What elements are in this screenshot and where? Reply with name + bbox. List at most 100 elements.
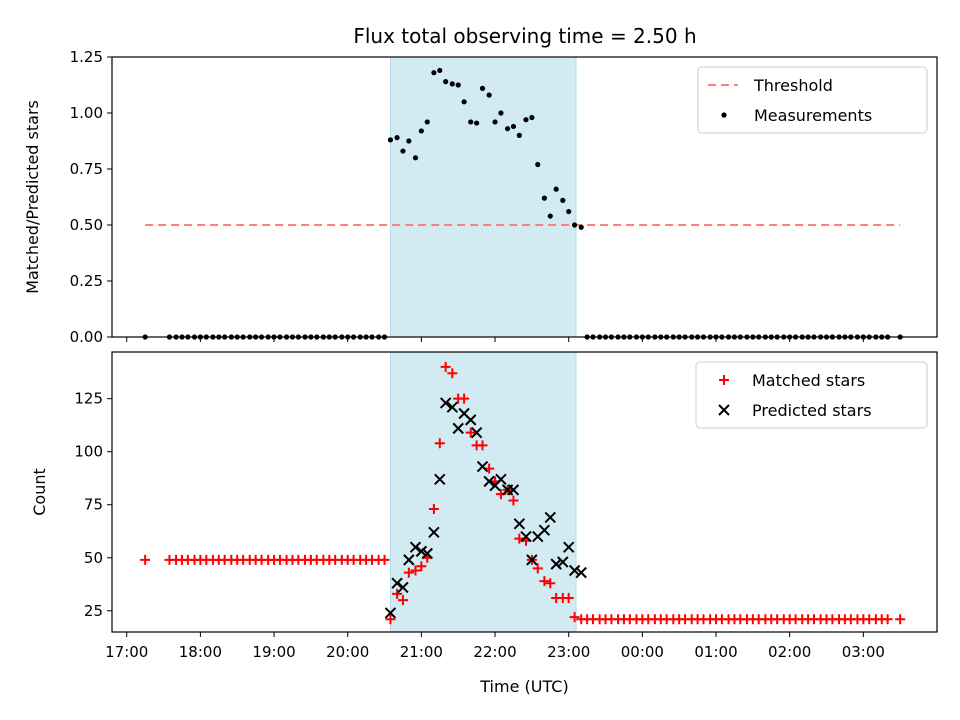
y-tick-label: 0.75: [70, 160, 103, 178]
x-tick-label: 01:00: [694, 643, 737, 661]
data-point: [434, 473, 446, 485]
data-point: [455, 82, 461, 88]
x-axis-label: Time (UTC): [479, 677, 568, 696]
x-tick-label: 23:00: [547, 643, 590, 661]
data-point: [459, 393, 470, 404]
legend-label: Matched stars: [752, 371, 865, 390]
data-point: [568, 564, 581, 577]
data-point: [421, 547, 433, 560]
data-point: [474, 120, 480, 126]
data-point: [504, 126, 511, 132]
data-point: [571, 222, 578, 228]
y-tick-label: 0.00: [70, 328, 103, 346]
data-point: [513, 518, 526, 530]
y-tick-label: 50: [84, 549, 103, 567]
top-panel: 0.00 0.25 0.50 0.75 1.00 1.25 Matched/Predicte…: [23, 48, 938, 346]
data-point: [507, 484, 520, 496]
data-point: [476, 460, 489, 473]
axes-frame: [111, 351, 938, 633]
data-point: [529, 114, 535, 121]
data-point: [431, 70, 437, 76]
axes-frame: [111, 56, 938, 338]
y-tick-label: 1.00: [70, 104, 103, 122]
data-point: [538, 524, 551, 536]
data-point: [465, 427, 476, 438]
legend-label: Measurements: [754, 106, 872, 125]
x-tick-label: 22:00: [473, 643, 516, 661]
y-tick-label: 75: [84, 496, 103, 514]
x-tick-label: 19:00: [252, 643, 295, 661]
data-point: [446, 401, 459, 413]
x-tick-label: 03:00: [842, 643, 885, 661]
data-point: [397, 595, 408, 606]
data-point: [443, 79, 449, 85]
data-point: [566, 208, 572, 215]
data-point: [895, 614, 906, 625]
data-point: [418, 128, 424, 134]
data-point: [385, 614, 396, 625]
x-tick-label: 18:00: [179, 643, 222, 661]
bottom-panel: 25 50 75 100 125 17:00 18:00 19:00 20:00 21:00 22:…: [30, 351, 938, 696]
data-point: [392, 588, 403, 599]
data-point: [140, 554, 151, 565]
y-tick-label: 25: [84, 602, 103, 620]
chart-title: Flux total observing time = 2.50 h: [353, 24, 696, 48]
data-point: [440, 361, 451, 372]
data-point: [544, 511, 556, 524]
data-point: [532, 563, 543, 574]
data-point: [384, 607, 397, 619]
data-point: [439, 397, 452, 409]
data-point: [575, 566, 587, 579]
data-point: [516, 132, 522, 138]
legend-label: Predicted stars: [752, 401, 872, 420]
x-tick-label: 20:00: [326, 643, 369, 661]
data-point: [578, 224, 584, 230]
data-point: [449, 81, 455, 87]
data-point: [882, 614, 893, 625]
data-point: [409, 541, 422, 553]
data-point: [434, 438, 445, 449]
data-point: [508, 495, 519, 506]
data-point: [541, 195, 547, 201]
data-point: [406, 138, 412, 144]
data-point: [486, 92, 492, 98]
legend-label: Threshold: [753, 76, 833, 95]
data-point: [397, 581, 409, 594]
y-axis-label: Matched/Predicted stars: [23, 100, 42, 294]
data-point: [562, 541, 575, 553]
data-point: [498, 110, 504, 116]
data-point: [470, 426, 483, 439]
data-point: [468, 119, 474, 125]
legend-marker: [721, 112, 727, 118]
data-point: [400, 148, 406, 154]
data-point: [387, 137, 394, 143]
data-point: [394, 135, 400, 141]
legend-box: [697, 66, 928, 134]
legend-box: [695, 361, 928, 429]
highlight-span: [389, 56, 577, 338]
data-point: [447, 368, 458, 379]
y-tick-label: 125: [74, 390, 103, 408]
data-point: [550, 558, 562, 570]
data-point: [535, 161, 541, 168]
data-point: [391, 577, 403, 589]
y-tick-label: 0.25: [70, 272, 103, 290]
x-tick-label: 17:00: [105, 643, 148, 661]
legend: Matched stars Predicted stars: [695, 361, 928, 429]
data-point: [461, 99, 467, 105]
data-point: [412, 155, 419, 161]
data-point: [452, 422, 464, 435]
data-point: [410, 565, 421, 576]
data-point: [477, 440, 488, 451]
data-point: [437, 67, 443, 74]
data-point: [495, 473, 507, 485]
legend: Threshold Measurements: [697, 66, 928, 134]
data-point: [557, 556, 569, 568]
data-point: [403, 554, 415, 566]
data-point: [416, 561, 427, 572]
x-tick-label: 00:00: [621, 643, 664, 661]
highlight-span: [389, 351, 577, 633]
legend-marker: [719, 375, 729, 385]
data-point: [563, 593, 574, 604]
